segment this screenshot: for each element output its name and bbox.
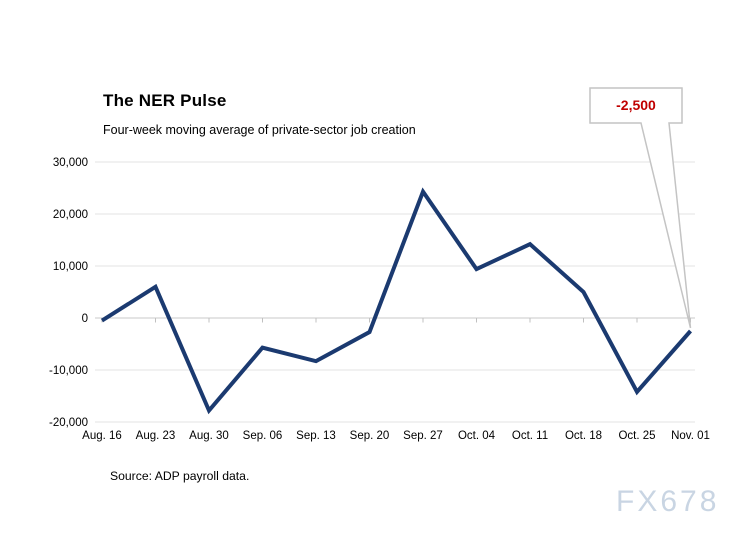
- x-axis-tick-label: Oct. 25: [618, 430, 655, 442]
- x-axis-tick-label: Sep. 13: [296, 430, 336, 442]
- source-note: Source: ADP payroll data.: [110, 469, 250, 483]
- watermark: FX678: [616, 485, 720, 518]
- chart-title: The NER Pulse: [103, 91, 227, 110]
- x-axis-tick-label: Oct. 11: [512, 430, 548, 442]
- annotation-label: -2,500: [616, 97, 656, 113]
- y-axis-tick-label: 20,000: [53, 209, 88, 221]
- x-axis-tick-label: Sep. 06: [243, 430, 283, 442]
- x-axis-tick-label: Oct. 04: [458, 430, 496, 442]
- x-axis-tick-label: Oct. 18: [565, 430, 602, 442]
- x-axis-tick-label: Aug. 16: [82, 430, 122, 442]
- y-axis-tick-label: 30,000: [53, 157, 88, 169]
- x-axis-tick-label: Aug. 30: [189, 430, 229, 442]
- x-axis-tick-label: Aug. 23: [136, 430, 176, 442]
- y-axis-tick-label: -20,000: [49, 417, 88, 429]
- chart-subtitle: Four-week moving average of private-sect…: [103, 123, 416, 137]
- annotation-callout: [589, 87, 692, 329]
- x-axis-tick-label: Nov. 01: [671, 430, 710, 442]
- y-axis-tick-label: 10,000: [53, 261, 88, 273]
- y-axis-tick-label: 0: [82, 313, 88, 325]
- y-axis-tick-label: -10,000: [49, 365, 88, 377]
- x-axis-tick-label: Sep. 27: [403, 430, 443, 442]
- data-line: [100, 187, 693, 415]
- x-axis-tick-label: Sep. 20: [350, 430, 390, 442]
